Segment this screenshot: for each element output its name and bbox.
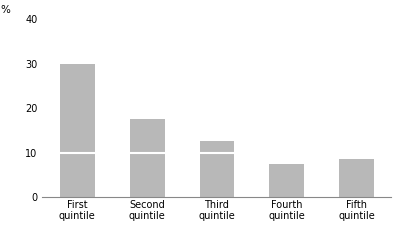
Bar (339, 159, 374, 197)
Bar (200, 141, 234, 153)
Bar (130, 153, 165, 197)
Bar (60, 64, 95, 153)
Text: %: % (1, 5, 10, 15)
Bar (130, 119, 165, 153)
Bar (200, 153, 234, 197)
Bar (269, 164, 304, 197)
Bar (60, 153, 95, 197)
